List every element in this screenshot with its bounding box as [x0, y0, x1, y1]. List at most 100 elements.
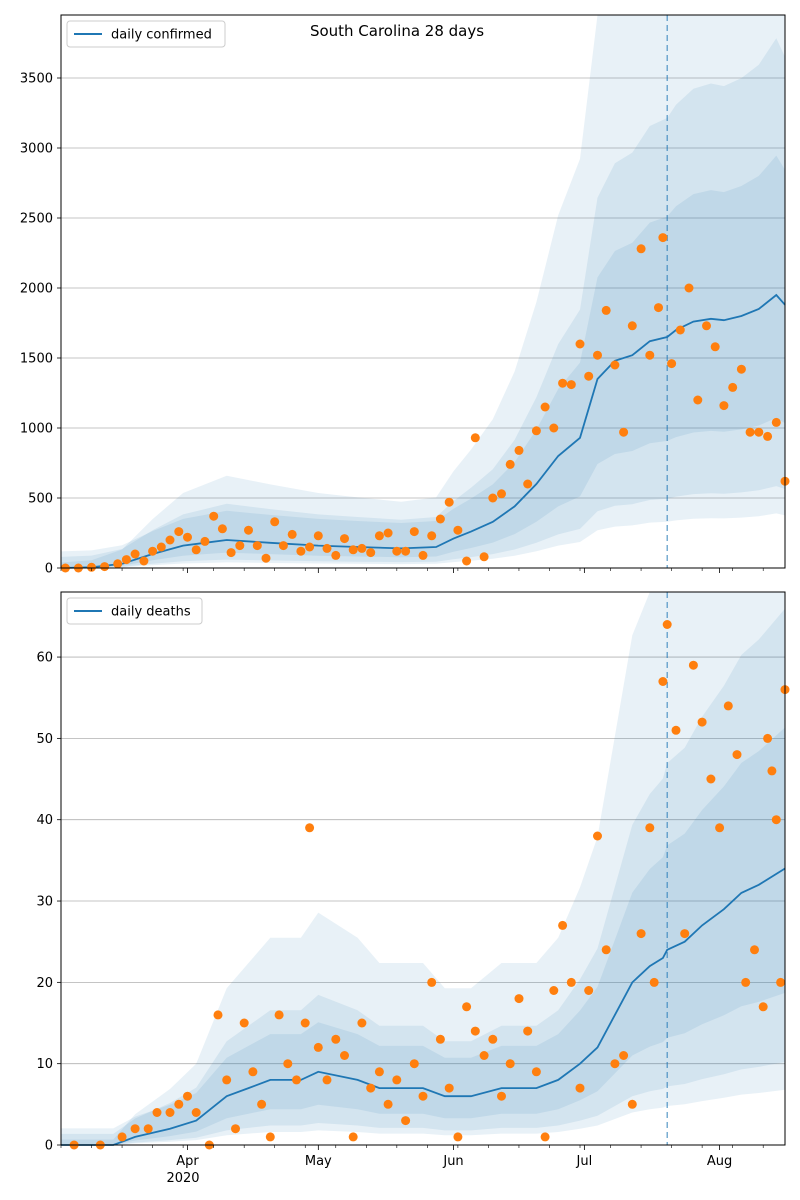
data-point [531, 1067, 541, 1077]
data-point [575, 339, 585, 349]
data-point [758, 1002, 768, 1012]
data-point [383, 528, 393, 538]
data-point [684, 283, 694, 293]
data-point [636, 244, 646, 254]
data-point [470, 1026, 480, 1036]
data-point [305, 542, 315, 552]
data-point [231, 1124, 240, 1134]
data-point [693, 395, 703, 405]
data-point [418, 1091, 428, 1101]
data-point [226, 548, 236, 558]
data-point [148, 546, 158, 556]
data-point [292, 1075, 301, 1085]
data-point [706, 774, 716, 784]
data-point [723, 701, 733, 711]
x-tick-label: Jul [576, 1154, 593, 1169]
data-point [313, 1042, 323, 1052]
y-tick-label: 1500 [20, 352, 53, 367]
data-point [296, 546, 306, 556]
y-tick-label: 30 [36, 895, 53, 910]
data-point [505, 1059, 515, 1069]
uncertainty-band [61, 38, 785, 568]
data-point [278, 541, 288, 551]
data-point [444, 497, 454, 507]
data-point [244, 525, 253, 535]
y-tick-label: 0 [45, 1139, 53, 1154]
data-point [540, 402, 550, 412]
data-point [488, 493, 498, 503]
data-point [658, 233, 668, 243]
data-point [566, 380, 576, 390]
uncertainty-band [61, 608, 785, 1145]
data-point [265, 1132, 275, 1142]
data-point [418, 550, 428, 560]
data-point [654, 303, 663, 313]
data-point [217, 524, 227, 534]
data-point [688, 660, 698, 670]
data-point [488, 1034, 498, 1044]
data-point [575, 1083, 585, 1093]
data-point [156, 542, 166, 552]
y-tick-label: 2500 [20, 212, 53, 227]
data-point [771, 417, 781, 427]
data-point [340, 1051, 349, 1060]
data-point [619, 1051, 629, 1060]
confirmed-legend: daily confirmed [66, 20, 226, 48]
data-point [366, 1083, 376, 1093]
data-point [558, 378, 568, 388]
data-point [584, 986, 594, 995]
data-point [340, 534, 349, 544]
data-point [558, 920, 568, 930]
data-point [409, 527, 419, 537]
axes-frame [60, 14, 786, 569]
data-point [139, 556, 149, 566]
data-point [523, 1026, 533, 1036]
deaths-grid [61, 656, 785, 1065]
data-point [322, 543, 332, 553]
y-tick-label: 60 [36, 651, 53, 666]
data-point [750, 945, 759, 955]
confirmed-axes: 0 500 1000 1500 2000 2500 3000 3500 [20, 14, 786, 577]
data-point [392, 546, 402, 556]
uncertainty-band [61, 592, 785, 1145]
legend-box [66, 597, 203, 625]
data-point [531, 426, 541, 436]
data-point [662, 620, 672, 629]
data-point [331, 550, 341, 560]
data-point [610, 360, 620, 370]
series-line [61, 867, 786, 1146]
confirmed-uncertainty-bands [61, 15, 785, 568]
y-tick-label: 20 [36, 976, 53, 991]
data-point [610, 1059, 620, 1069]
axes-frame [60, 591, 786, 1146]
data-point [374, 531, 384, 541]
data-point [540, 1132, 550, 1142]
y-tick-label: 50 [36, 732, 53, 747]
data-point [435, 1034, 445, 1044]
x-tick-label: May [305, 1154, 332, 1169]
data-point [566, 977, 576, 987]
data-point [728, 382, 738, 392]
data-point [514, 445, 524, 455]
legend-label-daily-deaths: daily deaths [111, 605, 191, 620]
y-tick-label: 2000 [20, 282, 53, 297]
confirmed-chart-panel: 0 500 1000 1500 2000 2500 3000 3500 South Carol… [20, 14, 790, 577]
data-point [383, 1099, 393, 1109]
data-point [479, 1051, 489, 1060]
data-point [593, 831, 602, 841]
data-point [261, 553, 271, 563]
data-point [283, 1059, 293, 1069]
y-tick-label: 0 [45, 562, 53, 577]
data-point [549, 423, 559, 433]
data-point [619, 427, 629, 437]
x-tick-label: Jun [442, 1154, 463, 1169]
data-point [300, 1018, 310, 1028]
data-point [453, 1132, 463, 1142]
data-point [235, 541, 245, 551]
data-point [470, 433, 480, 443]
data-point [680, 929, 690, 939]
data-point [357, 1018, 367, 1028]
data-point [191, 1108, 201, 1117]
